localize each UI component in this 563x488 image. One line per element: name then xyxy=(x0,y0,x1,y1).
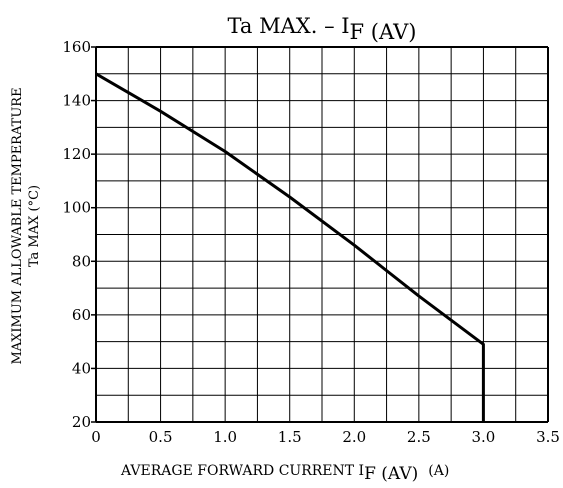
y-tick-label: 20 xyxy=(72,413,91,431)
y-tick-label: 120 xyxy=(62,145,91,163)
x-tick-label: 3.5 xyxy=(536,428,560,446)
x-tick-label: 2.5 xyxy=(407,428,431,446)
y-axis-label-line2: Ta MAX (°C) xyxy=(27,185,42,267)
y-axis-label-line1: MAXIMUM ALLOWABLE TEMPERATURE xyxy=(10,87,25,364)
y-tick-label: 140 xyxy=(62,92,91,110)
data-series xyxy=(95,72,485,422)
chart-title-main: Ta MAX. – I xyxy=(228,14,350,38)
y-tick-label: 80 xyxy=(72,252,91,270)
x-tick-label: 3.0 xyxy=(471,428,495,446)
chart-title-subscript: F (AV) xyxy=(350,20,417,44)
grid xyxy=(91,46,549,423)
series-line-0 xyxy=(95,72,485,422)
y-tick-label: 40 xyxy=(72,359,91,377)
x-tick-label: 1.0 xyxy=(213,428,237,446)
x-axis-label-main: AVERAGE FORWARD CURRENT I xyxy=(120,463,364,479)
y-tick-label: 100 xyxy=(62,199,91,217)
y-tick-label: 160 xyxy=(62,38,91,56)
x-axis-label-unit: (A) xyxy=(428,463,449,479)
x-tick-label: 0.5 xyxy=(149,428,173,446)
tick-labels: 0 0.5 1.0 1.5 2.0 2.5 3.0 3.5 20 40 60 80 100 120 140 1… xyxy=(62,38,560,446)
x-tick-label: 0 xyxy=(91,428,101,446)
y-axis-label: MAXIMUM ALLOWABLE TEMPERATURE Ta MAX (°C… xyxy=(10,87,42,364)
y-tick-label: 60 xyxy=(72,306,91,324)
x-axis-label: AVERAGE FORWARD CURRENT IF (AV) (A) xyxy=(120,463,449,484)
x-tick-label: 2.0 xyxy=(342,428,366,446)
chart-title: Ta MAX. – IF (AV) xyxy=(228,14,417,44)
x-axis-label-subscript: F (AV) xyxy=(364,464,418,484)
x-tick-label: 1.5 xyxy=(278,428,302,446)
